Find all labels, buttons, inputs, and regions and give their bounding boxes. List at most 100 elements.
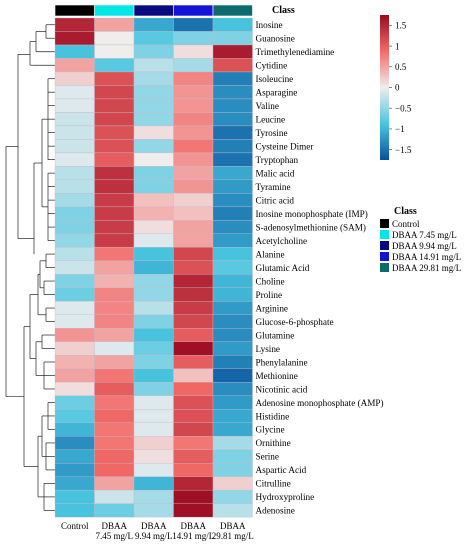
class-bar-segment <box>94 4 135 17</box>
class-legend-title: Class <box>394 206 417 217</box>
heatmap-cell <box>173 462 214 477</box>
heatmap-cell <box>212 489 253 504</box>
row-label: Citric acid <box>256 195 295 205</box>
colorbar-tick-label: −1.5 <box>395 145 412 155</box>
heatmap-cell <box>54 233 95 248</box>
class-bar-segment <box>212 4 253 17</box>
class-bar-segment <box>54 4 95 17</box>
heatmap-cell <box>133 166 174 181</box>
heatmap-cell <box>94 503 135 518</box>
heatmap-cell <box>94 449 135 464</box>
row-label: Lysine <box>256 344 281 354</box>
heatmap-cell <box>173 449 214 464</box>
heatmap-cell <box>133 112 174 127</box>
legend-swatch <box>380 263 389 272</box>
heatmap-cell <box>173 44 214 59</box>
heatmap-cell <box>173 31 214 46</box>
row-label: Phenylalanine <box>256 357 308 367</box>
heatmap-cell <box>94 355 135 369</box>
heatmap-cell <box>133 436 174 450</box>
heatmap-cell <box>133 71 174 86</box>
heatmap-cell <box>54 44 95 59</box>
heatmap-cell <box>94 44 135 59</box>
heatmap-cell <box>212 395 253 410</box>
heatmap-cell <box>212 287 253 302</box>
heatmap-cell <box>54 301 95 315</box>
row-label: Asparagine <box>256 87 298 97</box>
row-label: Isoleucine <box>256 74 294 84</box>
heatmap-cell <box>133 17 174 32</box>
heatmap-cell <box>133 382 174 396</box>
heatmap-cell <box>173 166 214 181</box>
heatmap-cell <box>94 139 135 154</box>
column-label-dose: 9.94 mg/L <box>135 531 173 541</box>
heatmap-cell <box>54 436 95 450</box>
heatmap-cell <box>94 301 135 315</box>
heatmap-cell <box>94 193 135 208</box>
row-label: Citrulline <box>256 479 291 489</box>
heatmap-cell <box>212 125 253 140</box>
row-label: Cytidine <box>256 61 288 71</box>
heatmap-cell <box>212 139 253 154</box>
row-label: Alanine <box>256 249 285 259</box>
heatmap-cell <box>173 17 214 32</box>
heatmap-cell <box>173 382 214 396</box>
colorbar-tick-label: 1.5 <box>395 21 407 31</box>
heatmap-cell <box>212 314 253 329</box>
heatmap-cell <box>94 17 135 32</box>
row-label: Cysteine Dimer <box>256 141 314 151</box>
row-label: Ornithine <box>256 438 291 448</box>
heatmap-cell <box>212 166 253 181</box>
row-label: Adenosine <box>256 506 295 516</box>
class-annotation-bar <box>54 4 253 17</box>
row-label: Aspartic Acid <box>256 465 307 475</box>
heatmap-cell <box>54 328 95 342</box>
heatmap-cell <box>173 314 214 329</box>
heatmap-cell <box>133 193 174 208</box>
heatmap-cell <box>133 58 174 73</box>
legend-label: DBAA 29.81 mg/L <box>392 263 461 273</box>
heatmap-cell <box>94 247 135 261</box>
heatmap-cell <box>212 476 253 491</box>
heatmap-cell <box>54 220 95 235</box>
row-dendrogram <box>5 24 55 511</box>
heatmap-cell <box>212 220 253 235</box>
row-label: Inosine monophosphate (IMP) <box>256 209 368 219</box>
row-label: Choline <box>256 276 285 286</box>
heatmap-cell <box>212 17 253 32</box>
heatmap-cell <box>54 409 95 423</box>
heatmap-cell <box>212 85 253 100</box>
row-label: Adenosine monophosphate (AMP) <box>256 398 384 408</box>
heatmap-cell <box>54 152 95 167</box>
heatmap-cell <box>94 58 135 73</box>
heatmap-cell <box>173 247 214 261</box>
row-label: Hydroxyproline <box>256 492 315 502</box>
heatmap-cell <box>212 152 253 167</box>
heatmap-cell <box>133 341 174 356</box>
heatmap-cell <box>212 436 253 450</box>
heatmap-cell <box>212 247 253 261</box>
heatmap-cell <box>212 409 253 423</box>
heatmap-cell <box>212 274 253 288</box>
heatmap-cell <box>173 98 214 113</box>
heatmap-cell <box>173 139 214 154</box>
row-label: Leucine <box>256 114 286 124</box>
heatmap-cell <box>54 193 95 208</box>
heatmap-cell <box>212 503 253 518</box>
heatmap-cell <box>133 125 174 140</box>
heatmap-cell <box>54 476 95 491</box>
heatmap-cell <box>94 260 135 275</box>
heatmap-cell <box>94 382 135 396</box>
heatmap-cell <box>94 31 135 46</box>
heatmap-cell <box>173 395 214 410</box>
heatmap-cell <box>54 139 95 154</box>
legend-swatch <box>380 230 389 239</box>
heatmap-cell <box>94 489 135 504</box>
column-label-dose: 14.91 mg/L <box>172 531 214 541</box>
column-label: DBAA <box>220 521 246 531</box>
heatmap-cell <box>212 341 253 356</box>
heatmap-cell <box>173 489 214 504</box>
heatmap-cell <box>173 112 214 127</box>
row-labels: Inosine Guanosine Trimethylenediamine Cytid… <box>256 20 384 516</box>
